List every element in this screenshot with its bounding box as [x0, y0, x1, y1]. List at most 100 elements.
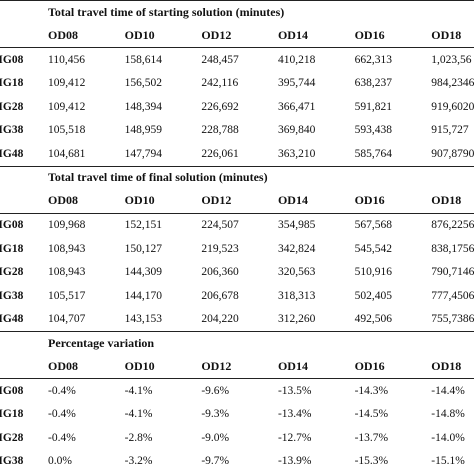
column-header: OD14 [277, 23, 355, 48]
table-cell: 395,744 [277, 77, 316, 90]
row-label: SIG38 [0, 124, 24, 137]
table-cell: 410,218 [277, 53, 316, 66]
table-cell: 1,023,56 [431, 53, 472, 66]
table-cell: 312,260 [277, 313, 316, 326]
table-cell: -2.8% [124, 431, 153, 444]
table-cell: 502,405 [354, 289, 392, 302]
table-cell: 148,394 [124, 100, 163, 113]
table-cell: 567,568 [354, 219, 392, 232]
table-cell: -9.6% [201, 384, 230, 397]
table-row: SIG28 -0.4% -2.8% -9.0% -12.7% -13.7% -14.0% [0, 426, 474, 450]
table-cell: -9.3% [201, 408, 230, 421]
table-cell: 104,707 [48, 313, 86, 326]
table-cell: 105,517 [48, 289, 86, 302]
table-cell: -14.8% [431, 408, 465, 421]
table-cell: 148,959 [124, 124, 163, 137]
section-title: Total travel time of starting solution (… [48, 0, 474, 23]
table-cell: 638,237 [354, 77, 392, 90]
table-cell: -12.7% [277, 431, 312, 444]
table-cell: 366,471 [277, 100, 316, 113]
column-header: OD14 [277, 188, 355, 214]
table-cell: 104,681 [48, 147, 86, 160]
table-cell: 219,523 [201, 242, 239, 255]
column-header: OD12 [201, 354, 278, 379]
column-header-row: OD08 OD10 OD12 OD14 OD16 OD18 [0, 354, 474, 379]
table-cell: -13.4% [277, 408, 312, 421]
table-cell: -13.7% [354, 431, 389, 444]
column-header-spacer [0, 23, 49, 48]
table-cell: 206,360 [201, 266, 239, 279]
section-title-row: Total travel time of starting solution (… [0, 0, 474, 23]
table-row: SIG48 104,707 143,153 204,220 312,260 492,506… [0, 308, 474, 332]
table-cell: 915,727 [431, 124, 469, 137]
table-cell: 777,4506 [431, 289, 474, 302]
table-cell: 109,412 [48, 100, 86, 113]
table-cell: 919,6020 [431, 100, 474, 113]
table-row: SIG38 0.0% -3.2% -9.7% -13.9% -15.3% -15.1% [0, 450, 474, 474]
table-cell: 144,309 [124, 266, 163, 279]
row-label: SIG08 [0, 384, 24, 397]
table-cell: 318,313 [277, 289, 316, 302]
table-row: SIG28 109,412 148,394 226,692 366,471 591,821… [0, 95, 474, 119]
table-row: SIG08 -0.4% -4.1% -9.6% -13.5% -14.3% -14.4% [0, 379, 474, 403]
section-title-row: Total travel time of final solution (min… [0, 165, 474, 189]
section-title-spacer [0, 165, 49, 189]
table-row: SIG48 104,681 147,794 226,061 363,210 585,764… [0, 142, 474, 166]
table-cell: 152,151 [124, 219, 163, 232]
table-cell: -13.9% [277, 455, 312, 468]
row-label: SIG28 [0, 431, 24, 444]
column-header: OD08 [48, 23, 125, 48]
table-cell: 144,170 [124, 289, 163, 302]
table-cell: 156,502 [124, 77, 163, 90]
row-label: SIG08 [0, 53, 24, 66]
row-label: SIG48 [0, 147, 24, 160]
row-label: SIG38 [0, 289, 24, 302]
column-header-row: OD08 OD10 OD12 OD14 OD16 OD18 [0, 188, 474, 214]
table-cell: 108,943 [48, 242, 86, 255]
table-cell: -9.7% [201, 455, 230, 468]
table-cell: -0.4% [48, 408, 76, 421]
table-cell: 204,220 [201, 313, 239, 326]
table-row: SIG18 109,412 156,502 242,116 395,744 638,237… [0, 72, 474, 96]
table-cell: -9.0% [201, 431, 230, 444]
table-cell: 876,2256 [431, 219, 474, 232]
table-cell: 790,7146 [431, 266, 474, 279]
table-cell: 206,678 [201, 289, 239, 302]
table-cell: 591,821 [354, 100, 392, 113]
table-cell: 369,840 [277, 124, 316, 137]
table-cell: 158,614 [124, 53, 163, 66]
table-cell: 510,916 [354, 266, 392, 279]
table-cell: -0.4% [48, 431, 76, 444]
table-row: SIG38 105,518 148,959 228,788 369,840 593,438… [0, 119, 474, 143]
table-cell: 150,127 [124, 242, 163, 255]
row-label: SIG08 [0, 219, 24, 232]
table-cell: 248,457 [201, 53, 239, 66]
table-row: SIG38 105,517 144,170 206,678 318,313 502,405… [0, 284, 474, 308]
table-cell: -0.4% [48, 384, 76, 397]
table-cell: 838,1756 [431, 242, 474, 255]
column-header: OD10 [124, 354, 202, 379]
table-cell: 105,518 [48, 124, 86, 137]
column-header: OD16 [354, 354, 432, 379]
table-cell: 226,692 [201, 100, 239, 113]
section-title: Total travel time of final solution (min… [48, 165, 474, 189]
column-header: OD08 [48, 354, 125, 379]
table-row: SIG18 108,943 150,127 219,523 342,824 545,542… [0, 237, 474, 261]
table-cell: -4.1% [124, 408, 153, 421]
table-cell: 226,061 [201, 147, 239, 160]
table-cell: -13.5% [277, 384, 312, 397]
column-header-row: OD08 OD10 OD12 OD14 OD16 OD18 [0, 23, 474, 48]
table-cell: -14.0% [431, 431, 465, 444]
table-cell: 354,985 [277, 219, 316, 232]
table-cell: 0.0% [48, 455, 72, 468]
table-cell: 342,824 [277, 242, 316, 255]
table-cell: 907,8790 [431, 147, 474, 160]
table-cell: 143,153 [124, 313, 163, 326]
table-cell: -3.2% [124, 455, 153, 468]
table-cell: 984,2346 [431, 77, 474, 90]
table-cell: 228,788 [201, 124, 239, 137]
table-cell: 662,313 [354, 53, 392, 66]
table-cell: 755,7386 [431, 313, 474, 326]
column-header: OD16 [354, 23, 432, 48]
